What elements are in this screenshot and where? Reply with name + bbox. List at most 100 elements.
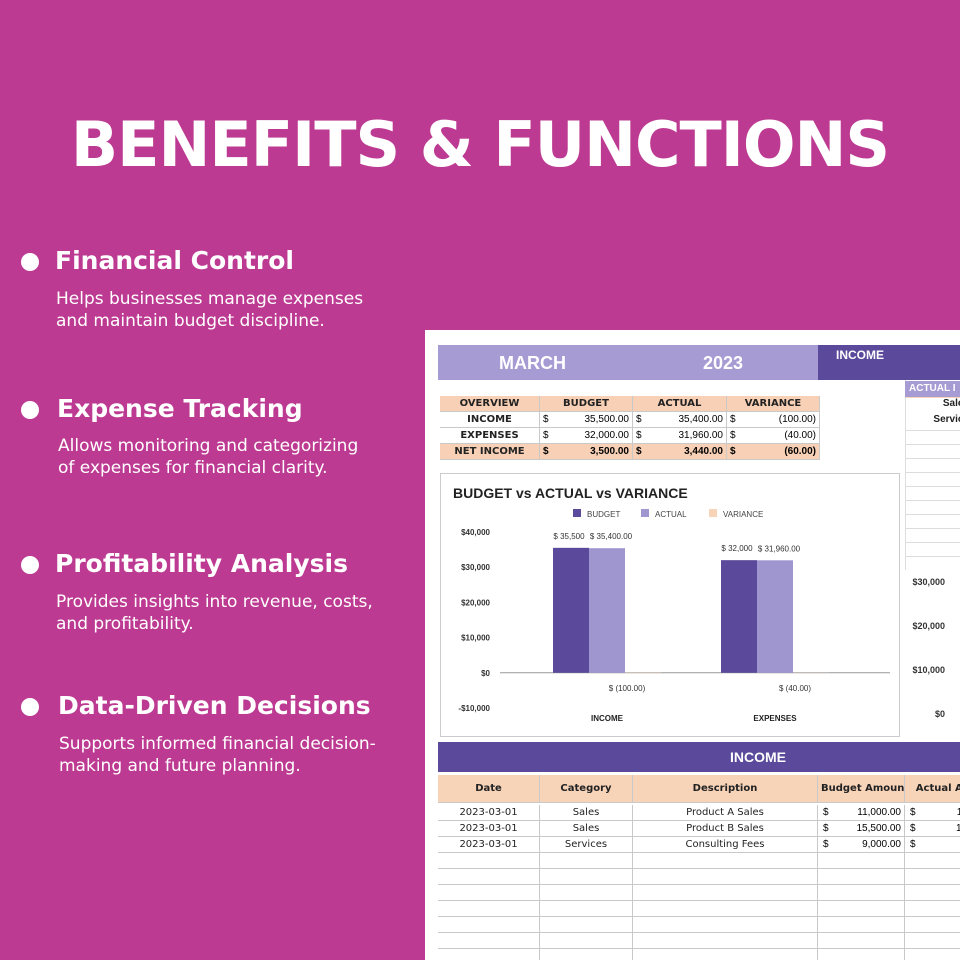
- overview-cell: NET INCOME: [440, 444, 540, 460]
- page-title: BENEFITS & FUNCTIONS: [70, 108, 890, 181]
- income-cell: [633, 853, 818, 869]
- overview-cell: [727, 428, 820, 444]
- currency: $: [910, 839, 916, 850]
- feature-title: Financial Control: [55, 246, 294, 275]
- amount: 35,400.00: [678, 414, 724, 425]
- feature-text: making and future planning.: [59, 756, 301, 776]
- side-line: [905, 444, 960, 445]
- income-cell: Product A Sales: [633, 805, 818, 821]
- income-cell: [905, 805, 960, 821]
- income-cell: [905, 949, 960, 960]
- income-title: INCOME: [730, 749, 786, 765]
- side-tick-label: $10,000: [912, 665, 945, 675]
- income-cell: [818, 821, 905, 837]
- income-cell: [540, 885, 633, 901]
- amount: 9,000.00: [862, 839, 901, 850]
- income-cell: [905, 837, 960, 853]
- income-cell: [905, 869, 960, 885]
- currency: $: [910, 807, 916, 818]
- overview-cell: [540, 444, 633, 460]
- income-cell: Consulting Fees: [633, 837, 818, 853]
- currency: $: [636, 430, 642, 441]
- income-header: Date: [438, 775, 540, 803]
- income-header: Actual Am: [905, 775, 960, 803]
- spreadsheet-screenshot: MARCH 2023 INCOME ACTUAL I OVERVIEW BUDGE…: [425, 330, 960, 960]
- amount: 35,500.00: [584, 414, 630, 425]
- overview-header: OVERVIEW: [440, 396, 540, 412]
- overview-header: ACTUAL: [633, 396, 727, 412]
- side-tick-label: $30,000: [912, 577, 945, 587]
- income-cell: Sales: [540, 805, 633, 821]
- income-cell: [818, 837, 905, 853]
- income-cell: [818, 853, 905, 869]
- side-line: [905, 514, 960, 515]
- income-cell: [905, 901, 960, 917]
- income-cell: Sales: [540, 821, 633, 837]
- overview-header: VARIANCE: [727, 396, 820, 412]
- income-header: Category: [540, 775, 633, 803]
- income-cell: [438, 869, 540, 885]
- feature-text: Provides insights into revenue, costs,: [56, 592, 373, 612]
- income-cell: [818, 805, 905, 821]
- currency: $: [636, 446, 642, 457]
- side-border: [905, 380, 906, 570]
- income-cell: [905, 885, 960, 901]
- income-cell: [438, 901, 540, 917]
- income-cell: [633, 869, 818, 885]
- amount: 15,500.00: [856, 823, 902, 834]
- income-header: Description: [633, 775, 818, 803]
- side-tab: [818, 345, 960, 380]
- overview-cell: [633, 444, 727, 460]
- income-cell: [905, 821, 960, 837]
- income-cell: Product B Sales: [633, 821, 818, 837]
- income-cell: [818, 933, 905, 949]
- income-cell: [905, 917, 960, 933]
- income-cell: Services: [540, 837, 633, 853]
- income-title-bar: [438, 742, 960, 772]
- bullet: [21, 253, 39, 271]
- amount: 9,20: [905, 837, 960, 852]
- feature-text: Helps businesses manage expenses: [56, 289, 364, 309]
- income-cell: [633, 885, 818, 901]
- income-cell: [540, 853, 633, 869]
- amount: 11,20: [956, 807, 960, 818]
- income-cell: [633, 901, 818, 917]
- feature-text: and maintain budget discipline.: [56, 311, 325, 331]
- currency: $: [543, 414, 549, 425]
- bullet: [21, 556, 39, 574]
- feature-text: of expenses for financial clarity.: [58, 458, 328, 478]
- income-cell: 2023-03-01: [438, 821, 540, 837]
- amount: 15,00: [955, 823, 960, 834]
- side-line: [905, 486, 960, 487]
- side-line: [905, 556, 960, 557]
- feature-title: Profitability Analysis: [55, 549, 348, 578]
- income-cell: [905, 853, 960, 869]
- bullet: [21, 401, 39, 419]
- bullet: [21, 698, 39, 716]
- income-cell: [438, 885, 540, 901]
- side-line: [905, 430, 960, 431]
- amount: 11,000.00: [857, 807, 901, 818]
- amount: (40.00): [784, 430, 816, 441]
- feature-title: Expense Tracking: [57, 394, 303, 423]
- currency: $: [543, 446, 549, 457]
- currency: $: [730, 446, 736, 457]
- currency: $: [823, 823, 829, 834]
- income-cell: [540, 901, 633, 917]
- side-line: [905, 528, 960, 529]
- income-cell: [818, 885, 905, 901]
- currency: $: [730, 414, 736, 425]
- income-cell: [633, 949, 818, 960]
- income-header: Budget Amount: [818, 775, 905, 803]
- overview-header: BUDGET: [540, 396, 633, 412]
- side-line: [905, 500, 960, 501]
- side-line: [905, 458, 960, 459]
- income-cell: [438, 853, 540, 869]
- overview-cell: [540, 412, 633, 428]
- amount: (100.00): [778, 414, 816, 425]
- feature-title: Data-Driven Decisions: [58, 691, 371, 720]
- income-cell: [540, 917, 633, 933]
- side-line: [905, 542, 960, 543]
- income-cell: [540, 869, 633, 885]
